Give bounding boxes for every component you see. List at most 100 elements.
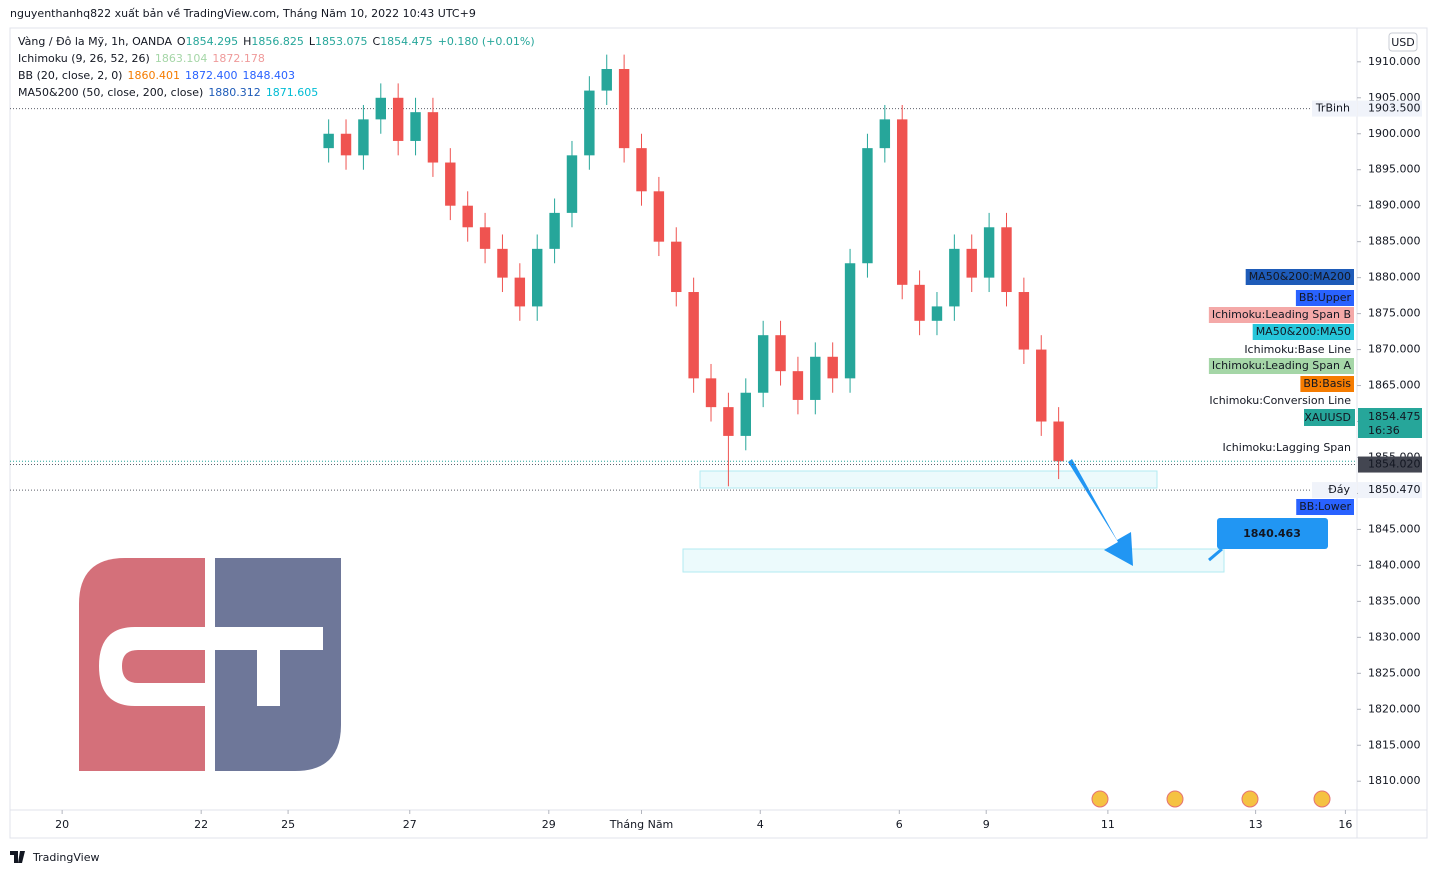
x-tick-label: 9	[983, 818, 990, 831]
badge-label: Ichimoku:Conversion Line	[1209, 394, 1351, 407]
legend-item: Vàng / Đô la Mỹ, 1h, OANDA	[18, 35, 173, 48]
x-tick-label: 13	[1249, 818, 1263, 831]
price-box	[1358, 408, 1422, 438]
candle-body	[584, 90, 595, 156]
badge	[1241, 342, 1354, 358]
countdown: 16:36	[1368, 424, 1400, 437]
level-label-box	[1312, 482, 1357, 499]
legend-item: 1853.075	[315, 35, 368, 48]
candle-body	[549, 212, 560, 249]
badge-label: Ichimoku:Leading Span A	[1212, 359, 1352, 372]
y-tick-label: 1885.000	[1368, 235, 1421, 248]
candle-body	[497, 248, 508, 278]
candle-body	[514, 277, 526, 307]
badge-label: BB:Basis	[1303, 377, 1351, 390]
level-value-box	[1358, 482, 1422, 499]
y-tick-label: 1910.000	[1368, 55, 1421, 68]
candle-body	[705, 378, 717, 408]
badge	[1300, 376, 1354, 392]
event-icon	[1241, 790, 1259, 808]
candle-body	[1053, 421, 1064, 462]
x-tick-label: 25	[281, 818, 295, 831]
candle-body	[827, 356, 838, 379]
legend-row: Vàng / Đô la Mỹ, 1h, OANDA O1854.295 H1856…	[18, 35, 535, 48]
level-label: TrBinh	[1315, 102, 1350, 115]
candle-body	[810, 356, 821, 400]
badge	[1245, 269, 1354, 285]
candle-body	[931, 306, 943, 321]
symbol-box	[1304, 409, 1355, 426]
y-tick-label: 1840.000	[1368, 558, 1421, 571]
candle-body	[844, 263, 856, 379]
badge-label: MA50&200:MA50	[1256, 325, 1351, 338]
legend-item: 1848.403	[242, 69, 295, 82]
y-tick-label: 1900.000	[1368, 127, 1421, 140]
badge-label: Ichimoku:Base Line	[1244, 343, 1351, 356]
y-tick-label: 1815.000	[1368, 738, 1421, 751]
target-pointer	[1208, 547, 1223, 562]
candle-body	[723, 407, 734, 436]
candle-body	[671, 241, 682, 293]
event-icon	[1166, 790, 1184, 808]
candle-body	[462, 205, 473, 228]
badge-label: BB:Upper	[1299, 291, 1352, 304]
arrow	[1068, 459, 1133, 566]
candle-body	[757, 335, 769, 393]
event-icon	[1313, 790, 1331, 808]
zone	[682, 548, 1225, 573]
candle-body	[653, 191, 665, 242]
candle-body	[392, 97, 404, 141]
badge-label: MA50&200:MA200	[1249, 270, 1351, 283]
candle-body	[479, 227, 491, 249]
level-value-box	[1358, 100, 1422, 117]
candle-body	[410, 112, 421, 141]
badge	[1252, 324, 1354, 340]
zone	[699, 470, 1158, 489]
candle-body	[1018, 292, 1030, 350]
legend-row: BB (20, close, 2, 0) 1860.401 1872.400 1848…	[18, 69, 295, 82]
y-tick-label: 1830.000	[1368, 630, 1421, 643]
candle-body	[601, 69, 612, 91]
symbol: XAUUSD	[1304, 411, 1351, 424]
x-tick-label: 29	[542, 818, 556, 831]
level-value-box	[1358, 456, 1422, 473]
candle-body	[358, 119, 369, 156]
frame	[9, 27, 1428, 839]
legend-item: Ichimoku (9, 26, 52, 26)	[18, 52, 150, 65]
y-tick-label: 1810.000	[1368, 774, 1421, 787]
footer: TradingView	[10, 851, 99, 864]
candle-body	[792, 371, 804, 400]
candle-body	[531, 248, 543, 307]
legend-item: 1854.475	[380, 35, 433, 48]
legend-item: 1872.178	[212, 52, 265, 65]
x-tick-label: 6	[896, 818, 903, 831]
y-tick-label: 1825.000	[1368, 666, 1421, 679]
x-tick-label: 16	[1338, 818, 1352, 831]
badge-label: Ichimoku:Leading Span B	[1212, 308, 1351, 321]
legend-item: +0.180 (+0.01%)	[438, 35, 535, 48]
candle-body	[566, 155, 578, 213]
legend-item: 1872.400	[185, 69, 238, 82]
x-tick-label: Tháng Năm	[609, 818, 674, 831]
y-tick-label: 1905.000	[1368, 91, 1421, 104]
candle-body	[323, 133, 334, 149]
target-box	[1217, 518, 1328, 549]
badge	[1208, 307, 1354, 323]
legend-item: C	[373, 35, 381, 48]
candle-body	[896, 119, 908, 285]
candle-body	[1001, 227, 1012, 293]
level-label: Đáy	[1328, 483, 1350, 496]
legend-item: BB (20, close, 2, 0)	[18, 69, 122, 82]
candle-body	[949, 248, 960, 307]
x-tick-label: 20	[55, 818, 69, 831]
currency-box	[1388, 32, 1418, 52]
x-tick-label: 11	[1101, 818, 1115, 831]
logo	[79, 558, 341, 771]
candle-body	[1036, 349, 1047, 422]
y-tick-label: 1890.000	[1368, 199, 1421, 212]
candle-body	[775, 335, 786, 372]
candle-body	[375, 97, 387, 120]
candle-body	[862, 148, 873, 264]
badge	[1206, 393, 1354, 409]
badge	[1208, 358, 1354, 374]
